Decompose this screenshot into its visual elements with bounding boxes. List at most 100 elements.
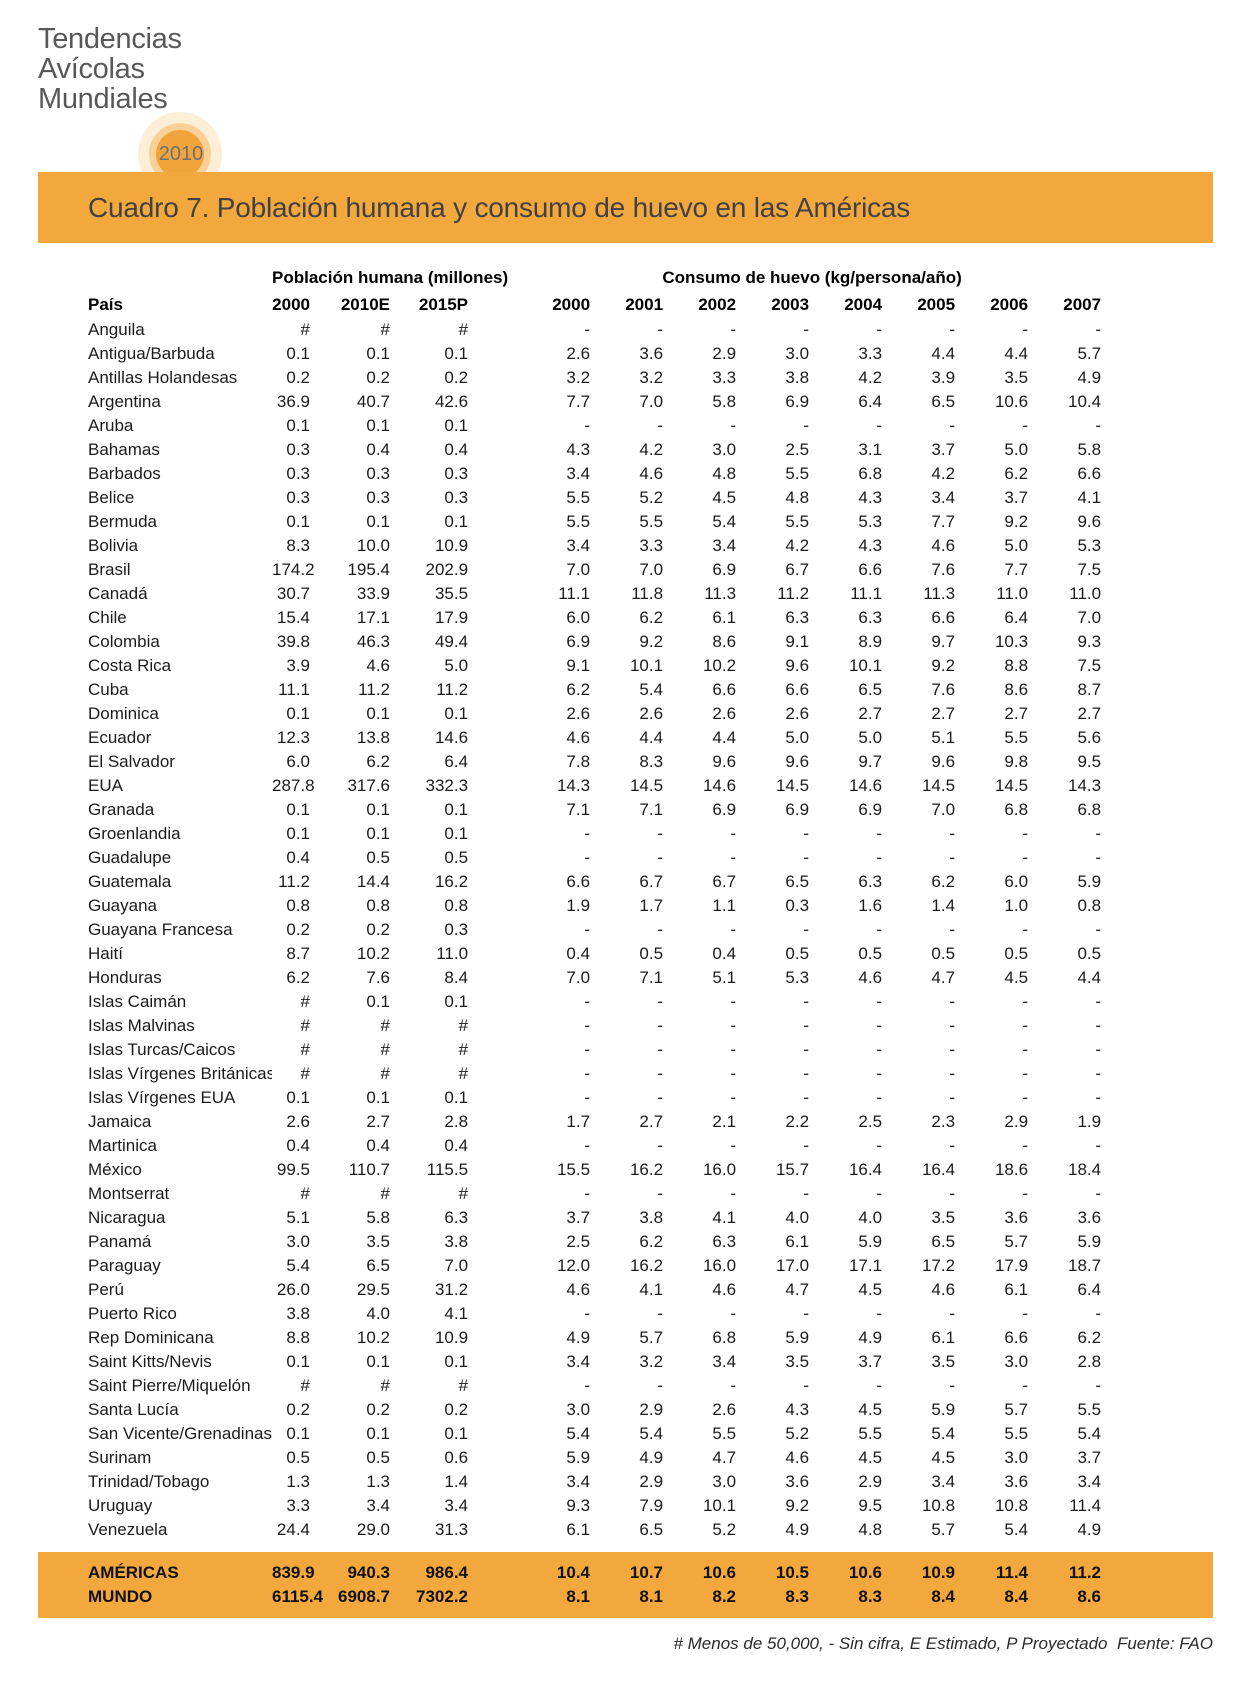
population-value-cell: 6115.4 [272, 1587, 324, 1606]
population-value-cell: 0.4 [444, 1136, 469, 1155]
consumption-value-cell: 5.4 [1077, 1424, 1102, 1443]
consumption-value-cell: - [1022, 848, 1029, 867]
consumption-value-cell: 2.9 [712, 344, 737, 363]
consumption-value-cell: - [1022, 1136, 1029, 1155]
consumption-value-cell: 4.4 [639, 728, 664, 747]
consumption-value-cell: 8.4 [931, 1587, 955, 1606]
population-value-cell: 0.1 [366, 704, 390, 723]
country-cell: Bolivia [88, 536, 139, 555]
consumption-value-cell: - [730, 992, 737, 1011]
consumption-value-cell: 9.2 [931, 656, 956, 675]
consumption-value-cell: - [657, 848, 664, 867]
consumption-value-cell: 3.5 [931, 1352, 956, 1371]
consumption-value-cell: - [1095, 1064, 1102, 1083]
table-row: Colombia 39.8 46.3 49.4 6.9 9.2 8.6 9.1 8.9 9.7 10… [88, 630, 1101, 654]
consumption-value-cell: - [1095, 848, 1102, 867]
consumption-value-cell: 10.4 [556, 1563, 590, 1582]
consumption-value-cell: - [1022, 920, 1029, 939]
population-value-cell: 0.1 [444, 800, 469, 819]
consumption-value-cell: 3.0 [785, 344, 810, 363]
consumption-value-cell: 5.7 [1004, 1232, 1029, 1251]
consumption-value-cell: - [803, 848, 810, 867]
table-row: Paraguay 5.4 6.5 7.0 12.0 16.2 16.0 17.0 17.1 17.… [88, 1254, 1101, 1278]
consumption-value-cell: 6.5 [931, 1232, 956, 1251]
consumption-value-cell: 3.8 [639, 1208, 664, 1227]
population-value-cell: 46.3 [356, 632, 390, 651]
consumption-value-cell: 2.6 [639, 704, 664, 723]
table-row: Trinidad/Tobago 1.3 1.3 1.4 3.4 2.9 3.0 3.6 2.9 3… [88, 1470, 1101, 1494]
consumption-value-cell: - [803, 320, 810, 339]
consumption-value-cell: - [730, 920, 737, 939]
consumption-value-cell: 1.9 [566, 896, 591, 915]
consumption-value-cell: 6.8 [1004, 800, 1029, 819]
consumption-value-cell: - [1022, 1376, 1029, 1395]
table-row: Guadalupe 0.4 0.5 0.5 - - - - - - - - [88, 846, 1101, 870]
consumption-value-cell: - [949, 1184, 956, 1203]
population-value-cell: 0.2 [286, 368, 310, 387]
consumption-value-cell: 0.5 [1077, 944, 1102, 963]
consumption-value-cell: - [949, 824, 956, 843]
consumption-value-cell: 10.6 [994, 392, 1029, 411]
country-cell: Cuba [88, 680, 129, 699]
population-value-cell: 0.1 [444, 1424, 469, 1443]
population-value-cell: 0.6 [444, 1448, 469, 1467]
consumption-value-cell: - [949, 1064, 956, 1083]
population-value-cell: 0.1 [444, 824, 469, 843]
consumption-value-cell: 3.7 [858, 1352, 883, 1371]
consumption-value-cell: 11.1 [558, 584, 591, 603]
country-cell: Colombia [88, 632, 160, 651]
table-row: Guatemala 11.2 14.4 16.2 6.6 6.7 6.7 6.5 6.3 6.2 6… [88, 870, 1101, 894]
logo-ring-inner-icon [156, 130, 204, 178]
consumption-value-cell: 4.4 [1004, 344, 1029, 363]
population-value-cell: 0.1 [366, 800, 390, 819]
consumption-value-cell: - [1095, 920, 1102, 939]
title-bar: Cuadro 7. Población humana y consumo de … [38, 172, 1213, 243]
consumption-value-cell: 6.5 [785, 872, 810, 891]
consumption-value-cell: 6.3 [858, 872, 883, 891]
consumption-value-cell: - [876, 1184, 883, 1203]
consumption-value-cell: 2.7 [639, 1112, 664, 1131]
population-value-cell: 6.0 [286, 752, 310, 771]
consumption-value-cell: 4.9 [639, 1448, 664, 1467]
consumption-value-cell: 1.9 [1077, 1112, 1102, 1131]
consumption-value-cell: 7.0 [639, 392, 664, 411]
population-value-cell: 115.5 [426, 1160, 469, 1179]
consumption-value-cell: 14.6 [702, 776, 737, 795]
population-value-cell: 0.1 [444, 1352, 469, 1371]
country-cell: Dominica [88, 704, 159, 723]
consumption-value-cell: 3.0 [1004, 1352, 1029, 1371]
consumption-value-cell: 17.0 [775, 1256, 810, 1275]
consumption-value-cell: 6.9 [566, 632, 591, 651]
consumption-value-cell: 2.6 [785, 704, 810, 723]
consumption-value-cell: 3.0 [712, 440, 737, 459]
population-value-cell: 5.1 [286, 1208, 310, 1227]
country-column-header: País [88, 295, 123, 314]
consumption-value-cell: - [657, 1376, 664, 1395]
consumption-value-cell: 16.2 [629, 1256, 664, 1275]
year-column-header: 2007 [1063, 295, 1102, 314]
population-value-cell: 29.5 [356, 1280, 390, 1299]
population-value-cell: 0.1 [286, 704, 310, 723]
country-cell: Barbados [88, 464, 161, 483]
population-value-cell: 0.1 [444, 992, 469, 1011]
consumption-value-cell: 7.1 [566, 800, 591, 819]
consumption-value-cell: 3.2 [639, 368, 664, 387]
consumption-value-cell: 10.6 [702, 1563, 736, 1582]
population-value-cell: 2.7 [366, 1112, 390, 1131]
consumption-value-cell: 2.7 [931, 704, 956, 723]
consumption-value-cell: 14.5 [629, 776, 664, 795]
consumption-value-cell: 7.7 [566, 392, 591, 411]
country-cell: Trinidad/Tobago [88, 1472, 210, 1491]
consumption-value-cell: 3.6 [1004, 1208, 1029, 1227]
consumption-value-cell: 5.4 [712, 512, 737, 531]
consumption-value-cell: 3.7 [1004, 488, 1029, 507]
consumption-value-cell: 4.9 [858, 1328, 883, 1347]
population-value-cell: 0.4 [366, 440, 390, 459]
consumption-value-cell: - [803, 1016, 810, 1035]
consumption-value-cell: 5.3 [785, 968, 810, 987]
data-table: Población humana (millones) Consumo de h… [88, 264, 1101, 1542]
table-row: Canadá 30.7 33.9 35.5 11.1 11.8 11.3 11.2 11.1 11… [88, 582, 1101, 606]
consumption-value-cell: 5.7 [639, 1328, 664, 1347]
consumption-value-cell: - [584, 1088, 591, 1107]
consumption-value-cell: 6.9 [785, 392, 810, 411]
